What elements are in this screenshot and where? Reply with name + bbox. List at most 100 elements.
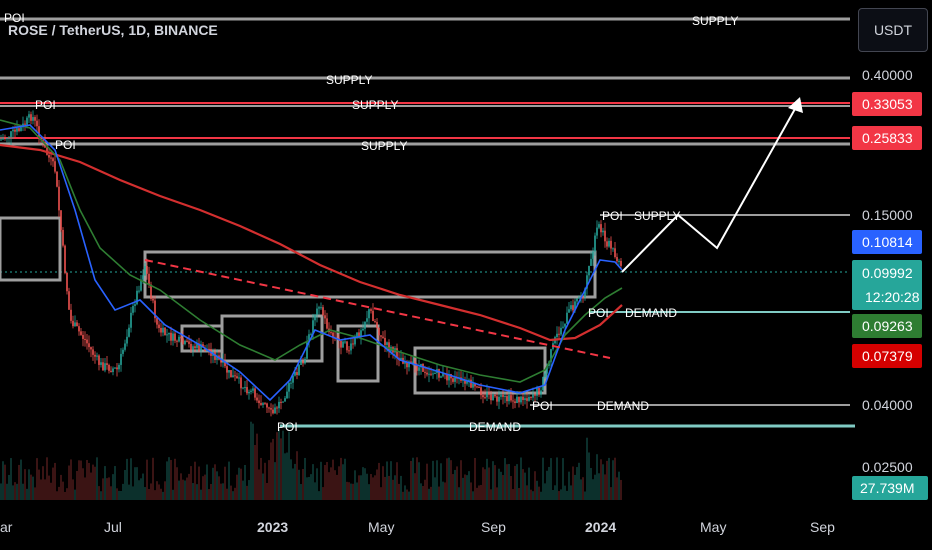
volume-bar — [38, 469, 40, 500]
candle-body — [540, 390, 542, 395]
volume-bar — [608, 457, 610, 500]
candle-body — [56, 171, 58, 187]
candle-body — [194, 346, 196, 349]
candle-body — [190, 343, 192, 351]
candle-body — [366, 318, 368, 322]
volume-bar — [580, 479, 582, 500]
poi-label: POI — [588, 306, 609, 320]
candle-body — [478, 387, 480, 389]
candle-body — [8, 137, 10, 139]
candle-body — [558, 333, 560, 335]
candle-body — [154, 300, 156, 319]
candle-body — [504, 396, 506, 398]
volume-bar — [134, 467, 136, 500]
volume-bar — [262, 473, 264, 500]
volume-bar — [268, 460, 270, 500]
candle-body — [288, 383, 290, 392]
volume-bar — [236, 474, 238, 500]
volume-bar — [72, 479, 74, 500]
volume-bar — [258, 469, 260, 500]
candle-body — [258, 400, 260, 404]
candle-body — [200, 344, 202, 351]
candle-body — [12, 129, 14, 132]
candle-body — [494, 394, 496, 397]
volume-bar — [314, 482, 316, 500]
candle-body — [178, 336, 180, 342]
candle-body — [250, 390, 252, 392]
candle-body — [498, 396, 500, 402]
candle-body — [290, 382, 292, 384]
volume-bar — [278, 429, 280, 500]
candle-body — [166, 334, 168, 336]
candle-body — [236, 376, 238, 379]
candle-body — [220, 359, 222, 363]
candle-body — [148, 273, 150, 285]
volume-bar — [518, 487, 520, 500]
poi-label: POI — [4, 11, 25, 25]
candle-body — [400, 357, 402, 361]
candle-body — [254, 388, 256, 398]
x-tick-label: Jul — [104, 519, 122, 535]
volume-bar — [282, 430, 284, 500]
volume-bar — [548, 466, 550, 500]
candle-body — [234, 375, 236, 377]
volume-bar — [396, 462, 398, 500]
candle-body — [312, 320, 314, 334]
candle-body — [528, 396, 530, 401]
volume-bar — [504, 458, 506, 500]
volume-bar — [454, 469, 456, 500]
volume-bar — [152, 457, 154, 500]
candle-body — [204, 347, 206, 352]
volume-bar — [244, 465, 246, 500]
candle-body — [418, 367, 420, 371]
candle-body — [180, 336, 182, 339]
volume-bar — [126, 458, 128, 500]
candle-body — [48, 154, 50, 158]
candle-body — [502, 395, 504, 397]
candle-body — [76, 322, 78, 327]
candle-body — [564, 323, 566, 327]
countdown-label: 12:20:28 — [865, 289, 920, 305]
volume-bar — [288, 431, 290, 500]
x-tick-label: May — [700, 519, 726, 535]
candle-body — [324, 315, 326, 319]
candle-body — [518, 396, 520, 403]
volume-bar — [594, 474, 596, 500]
volume-bar — [52, 467, 54, 500]
zone-label-demand: DEMAND — [469, 420, 521, 434]
volume-bar — [70, 459, 72, 500]
candle-body — [584, 288, 586, 298]
volume-bar — [342, 464, 344, 500]
candle-body — [2, 137, 4, 140]
volume-bar — [88, 462, 90, 500]
volume-bar — [542, 457, 544, 500]
candle-body — [96, 355, 98, 357]
volume-bar — [424, 479, 426, 500]
volume-bar — [184, 480, 186, 500]
volume-bar — [204, 474, 206, 500]
candle-body — [182, 338, 184, 345]
volume-bar — [386, 461, 388, 500]
candle-body — [386, 342, 388, 345]
candle-body — [122, 349, 124, 354]
volume-bar — [524, 472, 526, 500]
volume-bar — [110, 486, 112, 500]
volume-bar — [222, 483, 224, 500]
volume-bar — [472, 491, 474, 500]
volume-bar — [218, 476, 220, 500]
candle-body — [360, 330, 362, 337]
volume-bar — [300, 484, 302, 500]
volume-bar — [202, 476, 204, 500]
volume-bar — [74, 489, 76, 500]
volume-bar — [128, 484, 130, 500]
volume-bar — [320, 461, 322, 500]
candle-body — [532, 394, 534, 398]
volume-bar — [272, 438, 274, 500]
volume-bar — [378, 462, 380, 500]
volume-bar — [350, 483, 352, 500]
volume-bar — [114, 466, 116, 500]
currency-button[interactable]: USDT — [858, 8, 928, 52]
volume-bar — [44, 479, 46, 500]
candle-body — [316, 308, 318, 315]
